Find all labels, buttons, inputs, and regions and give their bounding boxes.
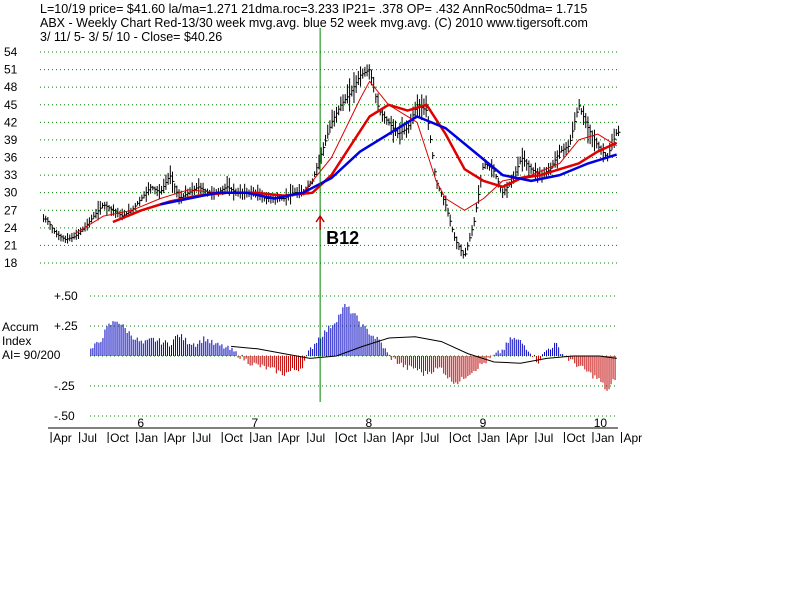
month-tick-label: Apr xyxy=(167,431,186,445)
price-tick-label: 18 xyxy=(4,256,18,270)
accum-index-layer xyxy=(90,304,617,391)
month-tick-label: Jul xyxy=(196,431,211,445)
grid-layer xyxy=(40,51,618,417)
signal-label: B12 xyxy=(326,228,359,248)
accum-tick-label: -.50 xyxy=(54,409,75,423)
month-tick-label: Apr xyxy=(53,431,72,445)
accum-moving-average-line xyxy=(231,336,617,364)
month-tick-label: Apr xyxy=(281,431,300,445)
accum-tick-label: +.25 xyxy=(54,319,78,333)
price-tick-label: 51 xyxy=(4,63,18,77)
month-tick-label: Oct xyxy=(110,431,129,445)
signal-arrow-head xyxy=(315,214,325,223)
moving-average-line xyxy=(74,80,617,235)
month-tick-label: Jan xyxy=(253,431,272,445)
month-tick-label: Jul xyxy=(310,431,325,445)
header-line-1: L=10/19 price= $41.60 la/ma=1.271 21dma.… xyxy=(40,2,588,16)
year-tick-label: 8 xyxy=(366,416,373,430)
price-tick-label: 39 xyxy=(4,133,18,147)
accum-tick-label: -.25 xyxy=(54,379,75,393)
month-tick-label: Jul xyxy=(424,431,439,445)
month-tick-label: Jul xyxy=(82,431,97,445)
price-tick-label: 30 xyxy=(4,186,18,200)
price-tick-label: 21 xyxy=(4,238,18,252)
accum-label-line-2: Index xyxy=(2,334,32,348)
signal-layer: B12 xyxy=(315,28,359,402)
month-tick-label: Jan xyxy=(139,431,158,445)
price-tick-label: 36 xyxy=(4,151,18,165)
price-tick-label: 54 xyxy=(4,45,18,59)
accum-tick-label: +.50 xyxy=(54,289,78,303)
price-tick-label: 24 xyxy=(4,221,18,235)
month-tick-label: Oct xyxy=(566,431,585,445)
month-tick-label: Jul xyxy=(538,431,553,445)
moving-average-layer xyxy=(74,80,618,235)
year-tick-label: 6 xyxy=(137,416,144,430)
month-tick-label: Oct xyxy=(338,431,357,445)
price-tick-label: 27 xyxy=(4,203,18,217)
year-tick-label: 10 xyxy=(594,416,608,430)
month-tick-label: Oct xyxy=(452,431,471,445)
month-tick-label: Jan xyxy=(595,431,614,445)
month-tick-label: Oct xyxy=(224,431,243,445)
moving-average-line xyxy=(160,115,618,206)
price-tick-label: 42 xyxy=(4,115,18,129)
header-line-3: 3/ 11/ 5- 3/ 5/ 10 - Close= $40.26 xyxy=(40,30,223,44)
month-tick-label: Apr xyxy=(395,431,414,445)
month-tick-label: Apr xyxy=(509,431,528,445)
accum-label-line-1: Accum xyxy=(2,320,39,334)
price-tick-label: 33 xyxy=(4,168,18,182)
axis-layer: 54 51 48 45 42 39 36 33 30 27 24 21 18 +.50 +.25 -.25 -.… xyxy=(4,45,642,445)
price-tick-label: 45 xyxy=(4,98,18,112)
year-tick-label: 9 xyxy=(480,416,487,430)
accum-label-line-3: AI= 90/200 xyxy=(2,348,61,362)
year-tick-label: 7 xyxy=(251,416,258,430)
price-tick-label: 48 xyxy=(4,80,18,94)
month-tick-label: Apr xyxy=(623,431,642,445)
header-line-2: ABX - Weekly Chart Red-13/30 week mvg.av… xyxy=(40,16,588,30)
month-tick-label: Jan xyxy=(481,431,500,445)
month-tick-label: Jan xyxy=(367,431,386,445)
